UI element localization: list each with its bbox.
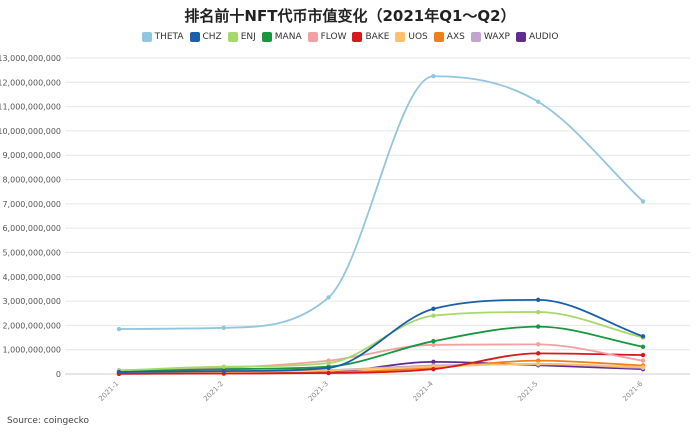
data-point-bake — [431, 366, 436, 372]
chart-source: Source: coingecko — [7, 416, 90, 426]
y-tick-label: 8,000,000,000 — [2, 176, 61, 185]
legend-swatch-enj — [227, 32, 238, 42]
data-point-uos — [536, 361, 541, 366]
y-tick-label: 4,000,000,000 — [2, 273, 61, 282]
legend-label-audio: AUDIO — [528, 32, 559, 42]
legend-label-bake: BAKE — [365, 32, 390, 42]
legend-label-mana: MANA — [274, 32, 302, 42]
legend-item-flow[interactable]: FLOW — [307, 32, 347, 42]
data-point-chz — [536, 297, 541, 303]
data-point-chz — [221, 368, 226, 374]
data-point-enj — [221, 364, 226, 369]
data-point-enj — [326, 360, 331, 366]
legend-swatch-bake — [352, 32, 363, 42]
legend-item-enj[interactable]: ENJ — [227, 32, 256, 42]
y-tick-label: 9,000,000,000 — [2, 151, 61, 160]
legend-label-waxp: WAXP — [483, 32, 510, 42]
legend-swatch-flow — [307, 32, 318, 42]
y-tick-label: 5,000,000,000 — [2, 248, 61, 257]
data-point-flow — [536, 342, 541, 347]
data-point-enj — [431, 313, 436, 318]
series-line-bake — [118, 352, 644, 375]
x-tick-label: 2021-6 — [621, 379, 645, 403]
data-point-flow — [640, 358, 646, 363]
legend-item-theta[interactable]: THETA — [141, 32, 184, 42]
series-line-mana — [118, 325, 644, 373]
legend-label-uos: UOS — [408, 32, 428, 42]
y-tick-label: 1,000,000,000 — [2, 346, 61, 355]
chart-legend: THETA CHZ ENJ MANA FLOW BAKE UOS AXS WAXP AUDIO — [0, 32, 700, 42]
data-point-chz — [640, 334, 646, 339]
data-point-flow — [431, 342, 436, 348]
legend-item-uos[interactable]: UOS — [395, 32, 428, 42]
data-point-bake — [326, 370, 331, 376]
legend-swatch-axs — [433, 32, 444, 42]
data-point-theta — [536, 99, 541, 104]
y-tick-label: 11,000,000,000 — [0, 103, 61, 112]
legend-item-mana[interactable]: MANA — [261, 32, 302, 42]
data-point-audio — [431, 359, 436, 365]
x-tick-label: 2021-5 — [516, 380, 539, 403]
legend-item-chz[interactable]: CHZ — [189, 32, 222, 42]
data-point-theta — [116, 326, 122, 332]
data-point-mana — [536, 324, 541, 329]
legend-item-waxp[interactable]: WAXP — [470, 32, 510, 42]
legend-swatch-theta — [141, 32, 152, 42]
data-point-bake — [536, 351, 541, 356]
legend-item-bake[interactable]: BAKE — [352, 32, 389, 42]
y-tick-label: 0 — [56, 370, 61, 379]
y-tick-label: 6,000,000,000 — [2, 224, 61, 233]
y-tick-label: 3,000,000,000 — [2, 297, 61, 306]
data-point-mana — [431, 338, 436, 344]
data-point-axs — [536, 358, 541, 363]
data-point-chz — [326, 365, 331, 371]
legend-swatch-uos — [395, 32, 406, 42]
series-line-flow — [118, 343, 644, 372]
legend-swatch-audio — [515, 32, 526, 42]
legend-item-audio[interactable]: AUDIO — [515, 32, 559, 42]
legend-swatch-mana — [261, 32, 272, 42]
chart-title: 排名前十NFT代币市值变化（2021年Q1～Q2） — [184, 7, 516, 25]
legend-item-axs[interactable]: AXS — [433, 32, 465, 42]
y-tick-label: 7,000,000,000 — [2, 200, 61, 209]
data-point-enj — [536, 309, 541, 315]
data-point-theta — [640, 199, 646, 204]
data-point-theta — [431, 74, 436, 79]
legend-label-flow: FLOW — [320, 32, 347, 42]
y-tick-label: 12,000,000,000 — [0, 78, 61, 87]
x-tick-label: 2021-3 — [307, 380, 330, 403]
data-point-theta — [221, 325, 226, 331]
legend-label-axs: AXS — [446, 32, 465, 42]
legend-label-chz: CHZ — [202, 32, 222, 42]
data-point-theta — [326, 295, 331, 300]
data-point-mana — [640, 344, 646, 349]
legend-label-enj: ENJ — [240, 32, 256, 42]
data-point-uos — [640, 364, 646, 370]
x-tick-label: 2021-2 — [202, 380, 225, 403]
legend-swatch-waxp — [470, 32, 481, 42]
series-line-enj — [118, 311, 644, 372]
data-point-bake — [640, 352, 646, 358]
y-tick-label: 2,000,000,000 — [2, 321, 61, 330]
x-tick-label: 2021-1 — [97, 380, 120, 403]
series-line-uos — [118, 362, 644, 374]
data-point-chz — [116, 369, 122, 375]
y-tick-label: 13,000,000,000 — [0, 54, 61, 63]
legend-label-theta: THETA — [154, 32, 184, 42]
x-tick-label: 2021-4 — [412, 379, 436, 403]
legend-swatch-chz — [189, 32, 200, 42]
y-tick-label: 10,000,000,000 — [0, 127, 61, 136]
data-point-chz — [431, 306, 436, 312]
series-line-theta — [118, 75, 644, 330]
series-line-chz — [118, 298, 644, 373]
